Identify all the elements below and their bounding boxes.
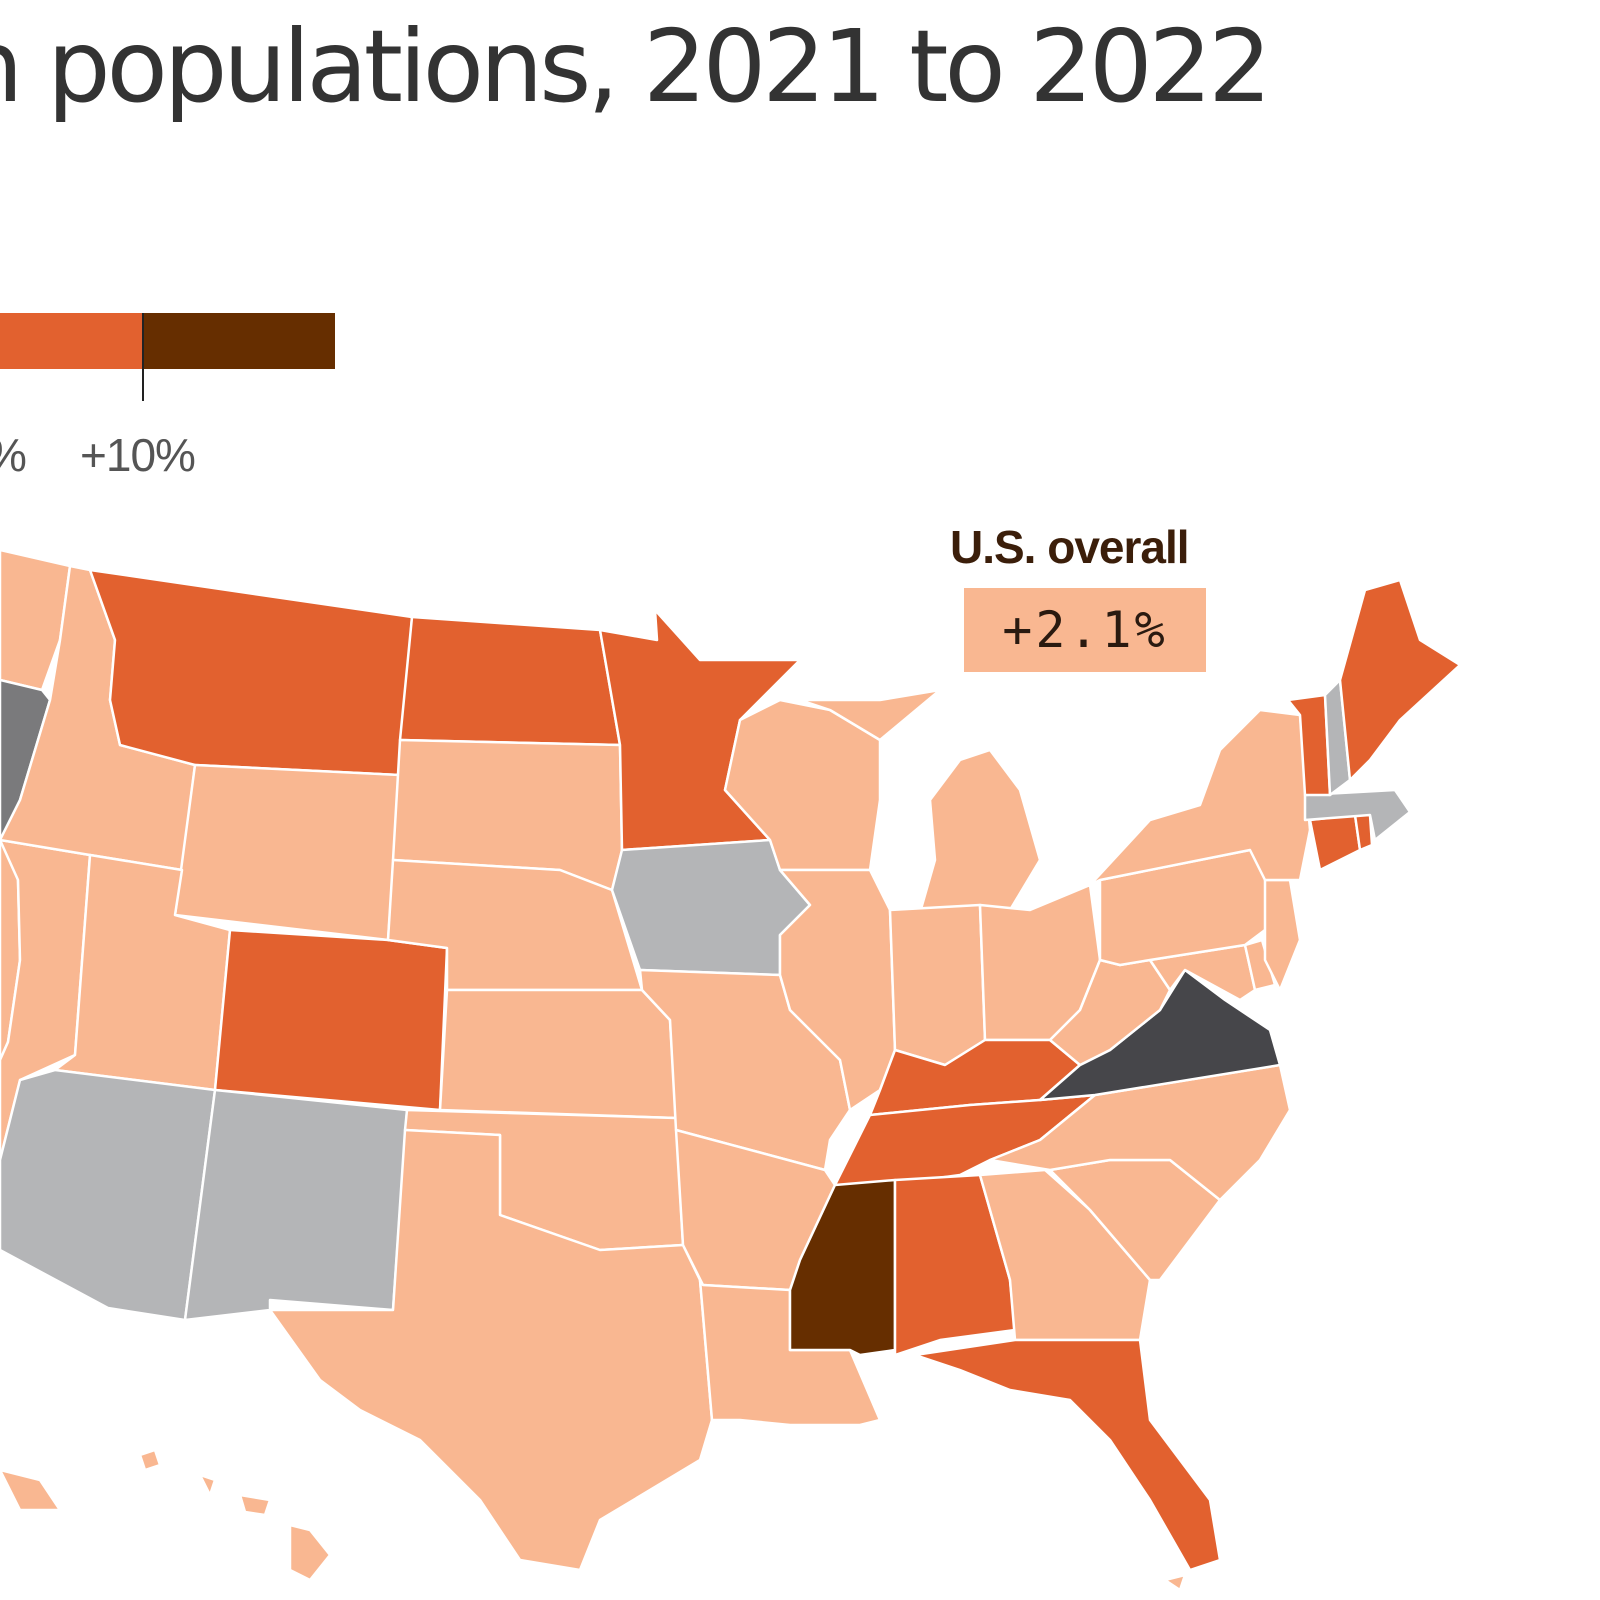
state-washington — [0, 548, 72, 692]
state-mississippi — [788, 1178, 897, 1357]
legend-segment-high — [143, 313, 335, 369]
state-georgia — [978, 1168, 1152, 1342]
legend-label-ten-percent: +10% — [80, 429, 196, 481]
state-vermont — [1286, 693, 1332, 797]
state-maine — [1338, 578, 1462, 782]
state-kansas — [438, 988, 678, 1120]
state-wisconsin — [723, 698, 882, 872]
state-new-york — [1088, 708, 1312, 887]
state-florida — [913, 1338, 1222, 1572]
map-title: n populations, 2021 to 2022 — [0, 8, 1272, 125]
us-overall-value-box: +2.1% — [964, 588, 1206, 672]
legend-label-low: % — [0, 428, 27, 482]
state-north-dakota — [398, 615, 622, 747]
us-overall-title: U.S. overall — [950, 521, 1190, 573]
state-montana — [88, 568, 414, 777]
state-connecticut — [1308, 813, 1362, 872]
legend-segment-mid — [0, 313, 143, 369]
state-new-mexico — [183, 1088, 409, 1322]
state-alaska — [1163, 1573, 1187, 1592]
state-arizona — [0, 1068, 217, 1322]
legend-tick — [142, 313, 144, 401]
state-wyoming — [173, 763, 402, 942]
state-texas — [268, 1128, 714, 1572]
state-hawaii — [0, 1448, 332, 1582]
state-massachusetts — [1303, 788, 1412, 842]
state-colorado — [213, 928, 449, 1112]
state-illinois — [778, 868, 897, 1112]
state-indiana — [888, 903, 987, 1067]
state-delaware — [1243, 938, 1277, 992]
